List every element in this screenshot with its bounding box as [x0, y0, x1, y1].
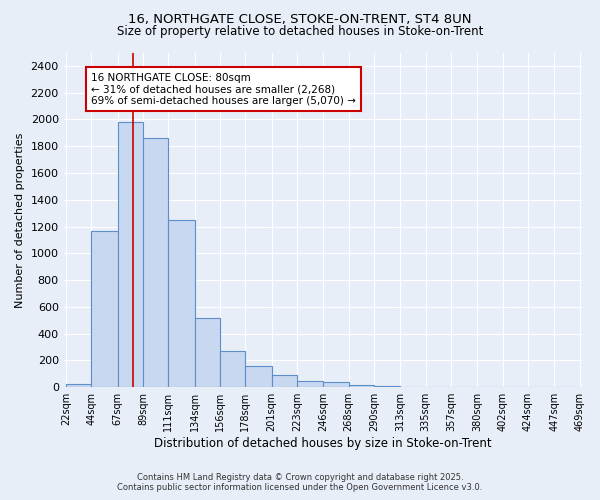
Y-axis label: Number of detached properties: Number of detached properties: [15, 132, 25, 308]
X-axis label: Distribution of detached houses by size in Stoke-on-Trent: Distribution of detached houses by size …: [154, 437, 491, 450]
Text: Contains HM Land Registry data © Crown copyright and database right 2025.
Contai: Contains HM Land Registry data © Crown c…: [118, 473, 482, 492]
Bar: [374, 386, 400, 387]
Bar: [220, 351, 245, 387]
Bar: [143, 138, 168, 387]
Text: Size of property relative to detached houses in Stoke-on-Trent: Size of property relative to detached ho…: [117, 25, 483, 38]
Bar: [66, 384, 91, 387]
Bar: [323, 382, 349, 387]
Text: 16 NORTHGATE CLOSE: 80sqm
← 31% of detached houses are smaller (2,268)
69% of se: 16 NORTHGATE CLOSE: 80sqm ← 31% of detac…: [91, 72, 356, 106]
Bar: [349, 384, 374, 387]
Text: 16, NORTHGATE CLOSE, STOKE-ON-TRENT, ST4 8UN: 16, NORTHGATE CLOSE, STOKE-ON-TRENT, ST4…: [128, 12, 472, 26]
Bar: [118, 122, 143, 387]
Bar: [168, 220, 195, 387]
Bar: [91, 230, 118, 387]
Bar: [245, 366, 272, 387]
Bar: [195, 318, 220, 387]
Bar: [400, 386, 426, 387]
Bar: [297, 381, 323, 387]
Bar: [272, 375, 297, 387]
